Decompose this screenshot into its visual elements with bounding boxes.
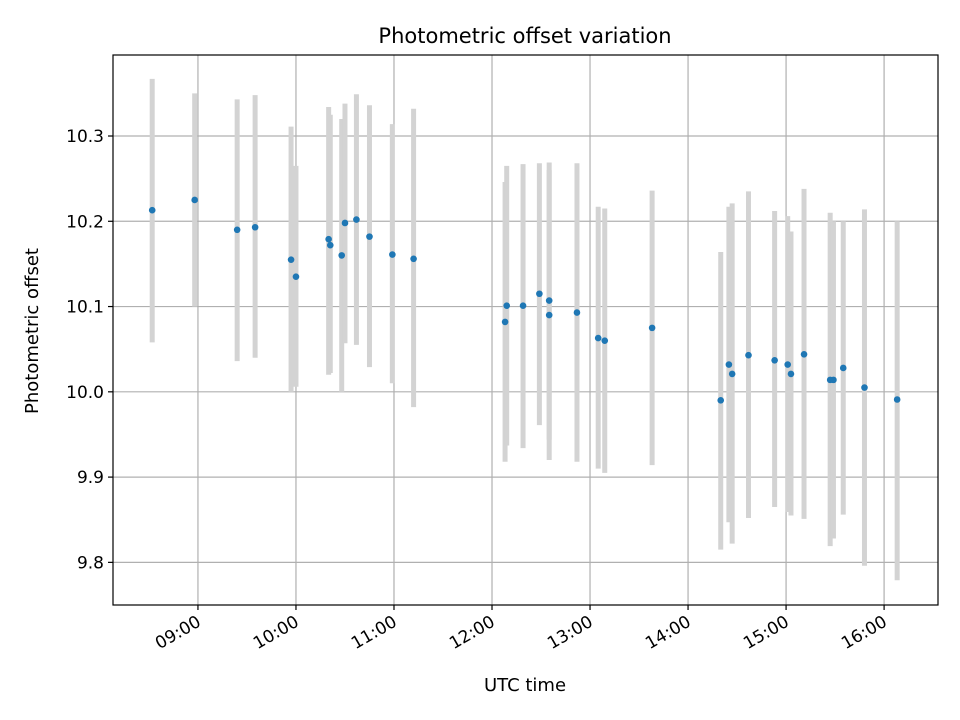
data-point [648, 324, 656, 332]
data-point [325, 235, 332, 243]
y-tick-label: 10.2 [66, 212, 104, 232]
y-tick-label: 9.8 [77, 553, 104, 573]
data-point [148, 206, 156, 214]
data-point [292, 273, 300, 281]
data-point [389, 251, 396, 258]
data-point [725, 361, 733, 368]
data-point [410, 255, 417, 263]
data-point [771, 356, 778, 364]
data-point [338, 252, 346, 259]
data-point [545, 311, 553, 319]
plot-frame [112, 54, 939, 606]
data-point [839, 364, 847, 372]
data-point [594, 334, 602, 342]
data-point [784, 361, 792, 368]
data-point [800, 351, 808, 358]
data-point [501, 318, 509, 326]
data-point [830, 376, 837, 384]
data-point [717, 397, 725, 404]
data-point [728, 370, 736, 378]
y-tick-label: 10.1 [66, 298, 104, 318]
y-tick-label: 10.3 [66, 127, 104, 147]
data-point [536, 290, 543, 298]
data-point [233, 226, 241, 234]
plot-area [112, 54, 939, 606]
data-point [861, 384, 868, 391]
data-point [353, 216, 360, 223]
data-point [191, 196, 198, 204]
data-point [519, 302, 527, 309]
point-layer [148, 196, 901, 404]
y-axis-title: Photometric offset [22, 248, 43, 414]
y-tick-label: 10.0 [66, 383, 104, 403]
data-point [601, 337, 609, 344]
data-point [326, 241, 334, 249]
y-axis-ticks: 9.8 9.9 10.0 10.1 10.2 10.3 [66, 127, 113, 573]
chart-title: Photometric offset variation [378, 24, 671, 48]
data-point [366, 233, 373, 240]
data-point [251, 223, 259, 231]
data-point [893, 396, 901, 403]
y-tick-label: 9.9 [77, 468, 104, 488]
data-point [573, 309, 581, 316]
data-point [745, 351, 752, 359]
x-axis-title: UTC time [484, 675, 566, 696]
data-point [787, 370, 795, 378]
data-point [287, 256, 295, 263]
data-point [341, 219, 349, 227]
data-point [503, 302, 511, 309]
data-point [545, 297, 553, 304]
